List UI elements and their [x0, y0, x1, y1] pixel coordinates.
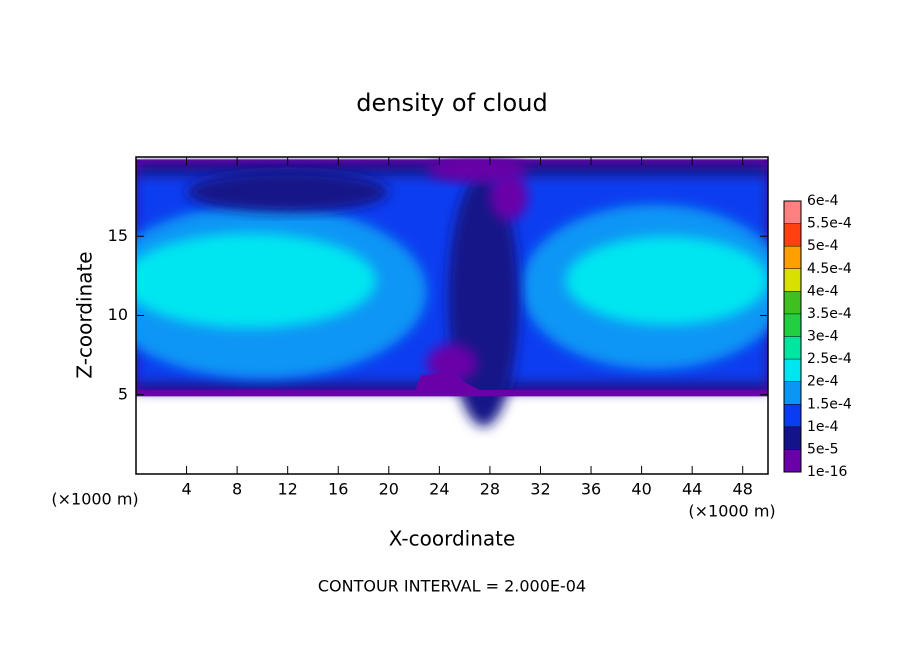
x-tick-label: 12	[278, 480, 298, 499]
chart-title: density of cloud	[356, 89, 547, 117]
x-tick-label: 16	[328, 480, 348, 499]
colorbar-band	[784, 359, 801, 382]
colorbar-band	[784, 201, 801, 224]
colorbar-band	[784, 381, 801, 405]
x-unit-label: (×1000 m)	[51, 490, 138, 509]
colorbar-label: 3e-4	[807, 329, 839, 345]
colorbar-label: 2.5e-4	[807, 351, 852, 367]
x-tick-label: 48	[733, 480, 753, 499]
colorbar-label: 3.5e-4	[807, 306, 852, 322]
contour-region	[489, 172, 528, 221]
colorbar-label: 1e-4	[807, 419, 839, 435]
contour-region	[426, 157, 528, 183]
colorbar-label: 6e-4	[807, 193, 839, 209]
y-tick-label: 15	[108, 226, 128, 245]
x-tick-label: 20	[379, 480, 399, 499]
y-tick-label: 5	[118, 384, 128, 403]
colorbar-label: 5e-5	[807, 441, 838, 457]
colorbar-label: 5.5e-4	[807, 216, 852, 232]
colorbar-label: 4e-4	[807, 283, 839, 299]
colorbar-label: 1e-16	[807, 464, 847, 480]
x-tick-label: 40	[631, 480, 651, 499]
colorbar-band	[784, 223, 801, 247]
x-tick-label: 24	[429, 480, 449, 499]
y-tick-label: 10	[108, 305, 128, 324]
colorbar-band	[784, 336, 801, 360]
colorbar-band	[784, 291, 801, 314]
x-tick-label: 32	[530, 480, 550, 499]
colorbar-label: 2e-4	[807, 374, 839, 390]
contour-field	[136, 157, 768, 427]
x-tick-label: 8	[232, 480, 242, 499]
x-tick-label: 36	[581, 480, 601, 499]
contour-region	[565, 236, 768, 326]
colorbar-label: 5e-4	[807, 238, 839, 254]
colorbar-band	[784, 449, 801, 472]
colorbar-label: 1.5e-4	[807, 396, 852, 412]
x-tick-label: 44	[682, 480, 702, 499]
x-unit-label: (×1000 m)	[688, 502, 775, 521]
contour-region	[426, 344, 478, 383]
footer-note: CONTOUR INTERVAL = 2.000E-04	[318, 577, 586, 596]
y-axis-label: Z-coordinate	[73, 251, 97, 378]
contour-region	[136, 233, 377, 329]
x-axis-label: X-coordinate	[389, 527, 516, 551]
contour-region	[414, 370, 490, 395]
contour-region	[186, 171, 389, 213]
x-tick-label: 4	[181, 480, 191, 499]
colorbar-label: 4.5e-4	[807, 261, 852, 277]
colorbar-band	[784, 426, 801, 450]
colorbar-band	[784, 268, 801, 292]
colorbar-band	[784, 404, 801, 427]
x-tick-label: 28	[480, 480, 500, 499]
colorbar-band	[784, 246, 801, 269]
colorbar-band	[784, 313, 801, 337]
